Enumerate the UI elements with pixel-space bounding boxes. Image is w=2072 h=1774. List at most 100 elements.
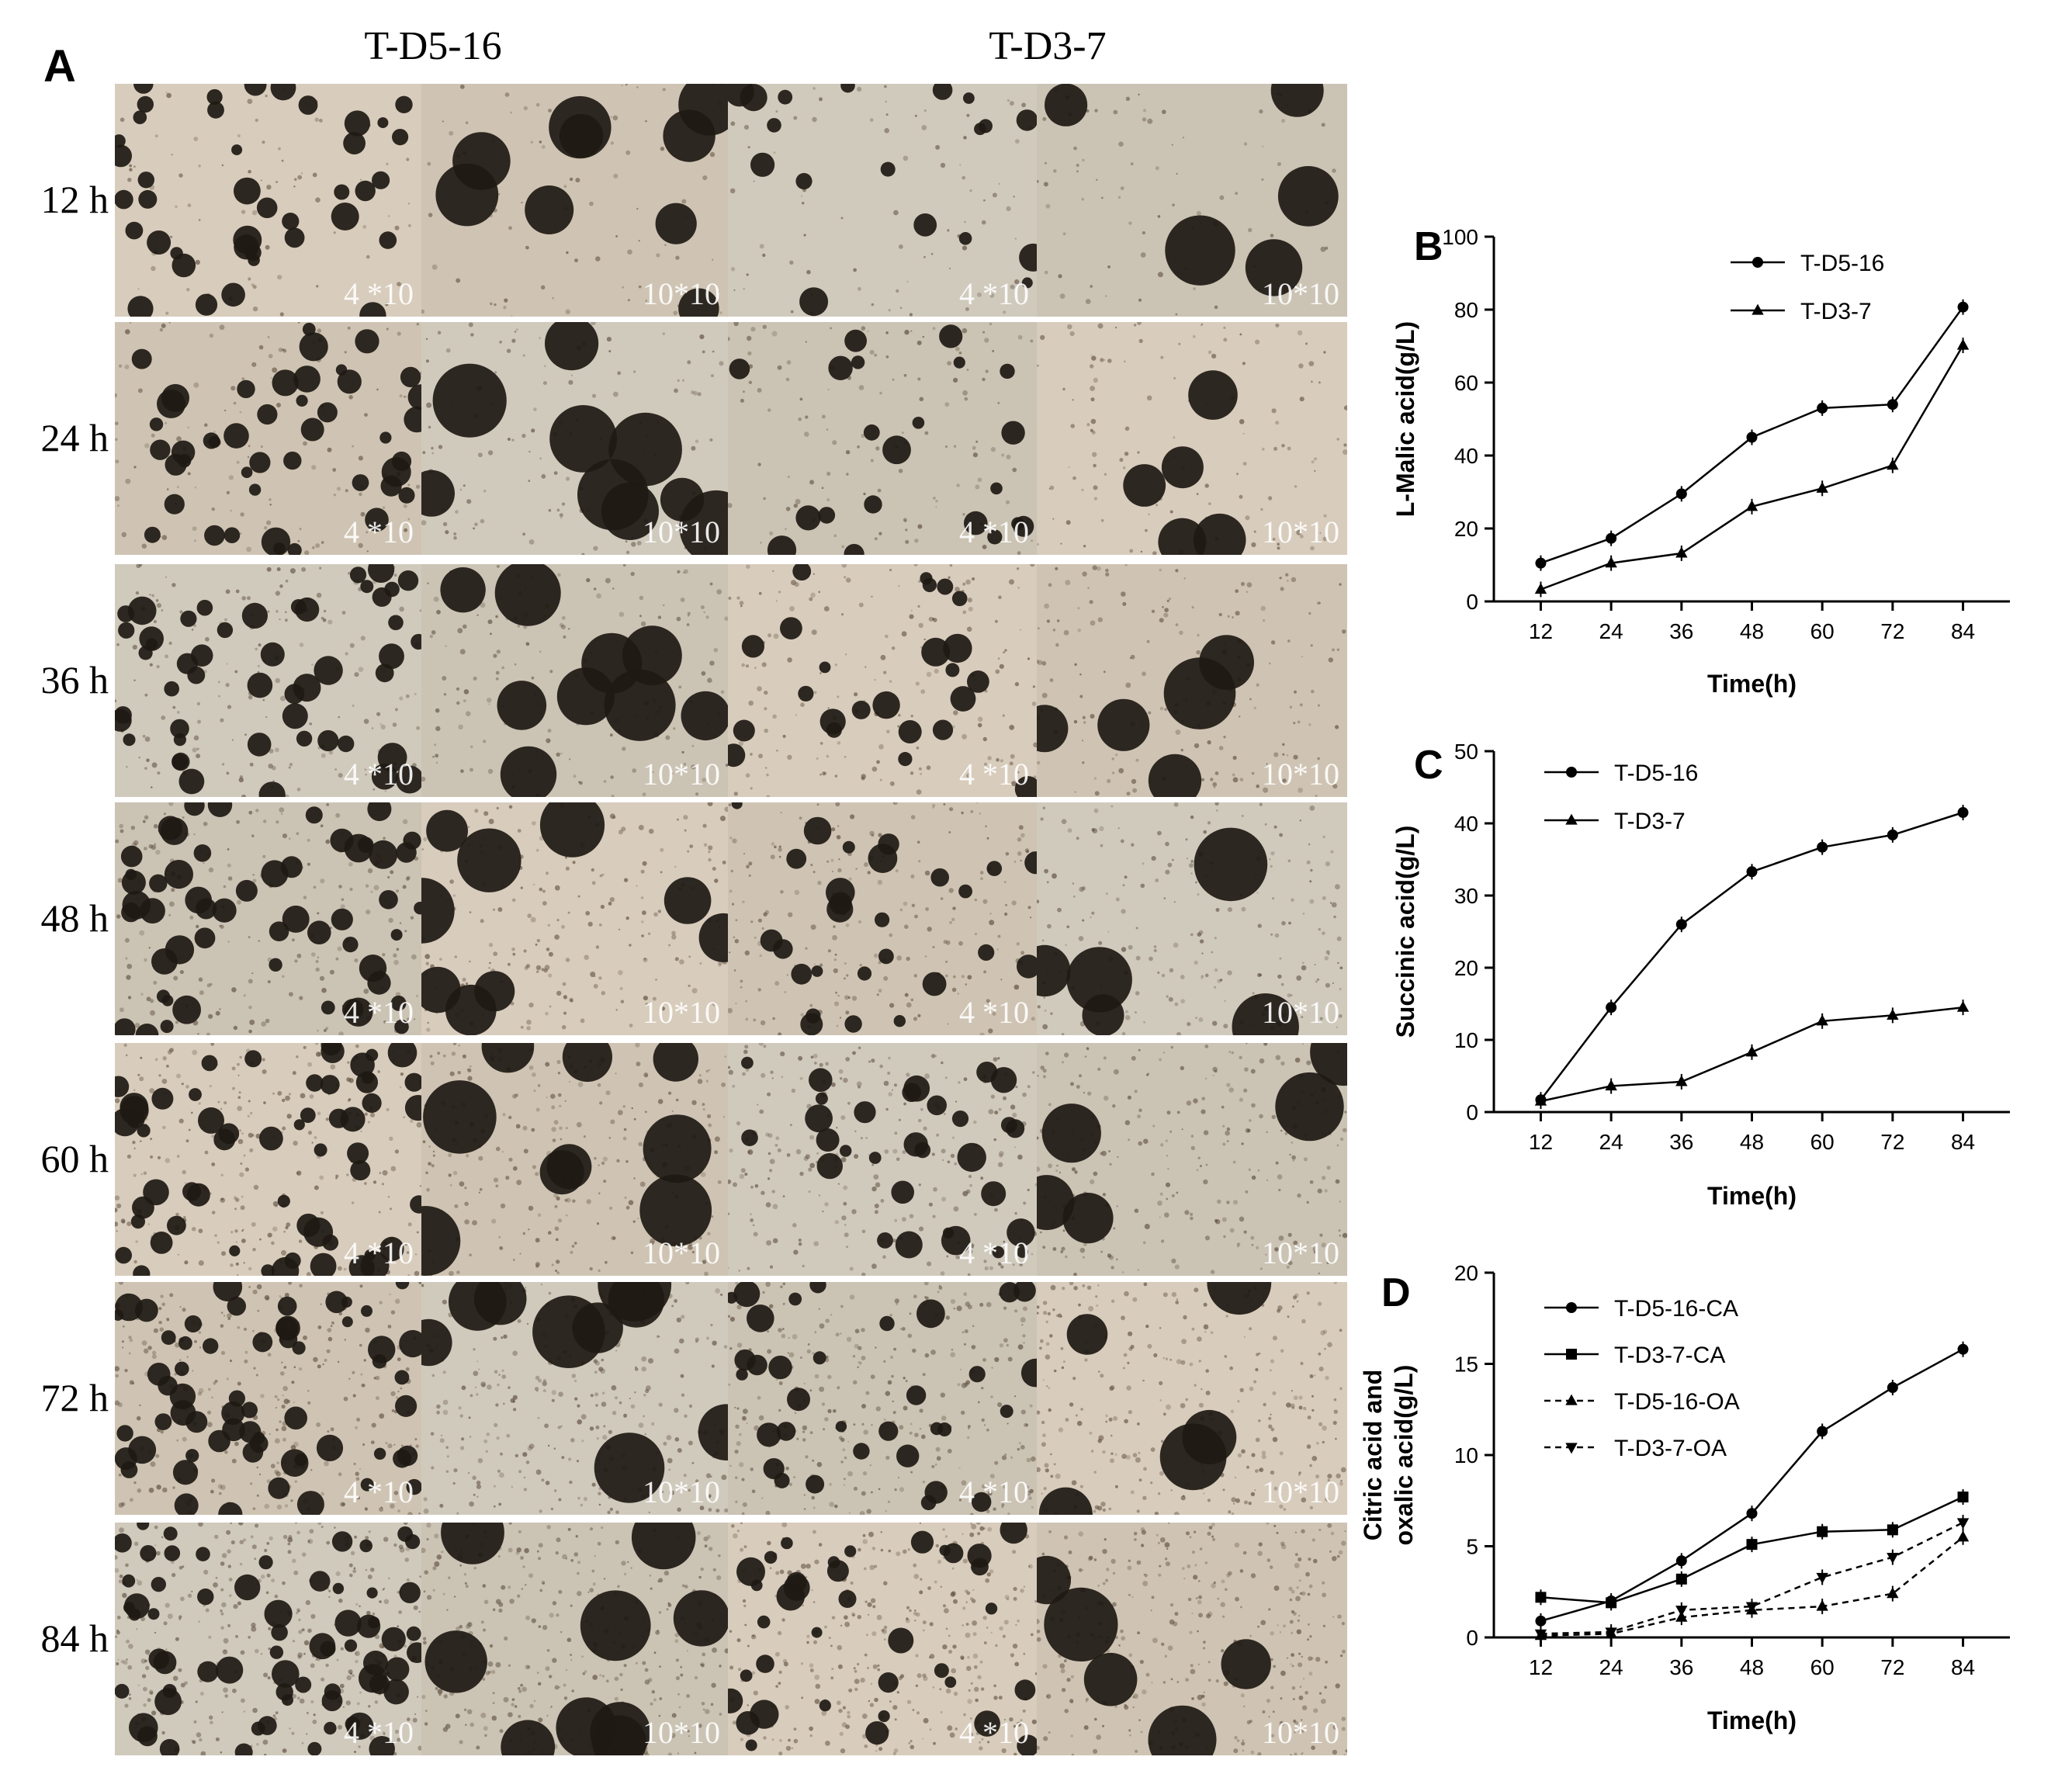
legend-entry: T-D3-7-CA (1544, 1343, 1725, 1368)
data-point (1745, 1045, 1758, 1057)
x-tick-label: 84 (1951, 619, 1975, 643)
data-point (1746, 1508, 1758, 1519)
magnification-label: 4 *10 (959, 1235, 1029, 1270)
y-tick-label: 80 (1454, 298, 1478, 322)
magnification-label: 10*10 (1262, 1715, 1339, 1750)
y-tick-label: 15 (1454, 1353, 1478, 1377)
x-tick-label: 36 (1669, 1130, 1693, 1154)
legend-entry: T-D3-7 (1731, 299, 1872, 324)
data-point (1957, 301, 1969, 313)
micrograph-texture (115, 564, 421, 797)
data-point (1675, 546, 1688, 558)
magnification-label: 4 *10 (344, 515, 414, 549)
micrograph-tile: 4 *10 (115, 322, 421, 555)
micrograph-texture (728, 84, 1037, 317)
legend-label: T-D3-7-OA (1614, 1436, 1727, 1461)
x-tick-label: 12 (1529, 1130, 1553, 1154)
x-axis-title: Time(h) (1707, 1182, 1797, 1210)
time-label: 12 h (40, 178, 109, 221)
data-point (1887, 459, 1899, 470)
legend-label: T-D5-16-OA (1614, 1389, 1740, 1415)
micrograph-texture (728, 802, 1037, 1035)
micrograph-tile: 10*10 (1037, 1523, 1347, 1755)
micrograph-tile: 10*10 (1037, 322, 1347, 555)
x-axis-title: Time(h) (1707, 670, 1797, 698)
data-point (1535, 1592, 1547, 1603)
micrograph-texture (728, 1043, 1037, 1276)
chart-panel-b: B 0 20 40 60 80 100 12 24 36 48 60 72 84 Time(h) L-Mali… (1391, 224, 2010, 698)
series-t-d3-7 (1534, 338, 1970, 598)
series-line (1540, 1348, 1964, 1623)
magnification-label: 10*10 (643, 995, 720, 1030)
data-point (1957, 1343, 1969, 1355)
magnification-label: 10*10 (1262, 276, 1339, 311)
y-tick-label: 20 (1454, 1261, 1478, 1285)
magnification-label: 4 *10 (959, 1474, 1029, 1509)
time-label: 48 h (40, 896, 109, 940)
y-tick-label: 50 (1454, 740, 1478, 764)
data-point (1746, 1539, 1758, 1551)
data-point (1605, 1079, 1617, 1091)
time-label: 60 h (40, 1137, 109, 1180)
x-tick-label: 36 (1669, 1655, 1693, 1679)
data-point (1675, 1075, 1688, 1086)
magnification-label: 10*10 (643, 515, 720, 549)
data-point (1887, 829, 1898, 840)
data-point (1817, 1426, 1828, 1437)
magnification-label: 10*10 (643, 1235, 720, 1270)
micrograph-tile: 4 *10 (115, 564, 421, 797)
x-tick-label: 72 (1880, 619, 1904, 643)
data-point (1956, 338, 1970, 350)
magnification-label: 4 *10 (959, 995, 1029, 1030)
legend-entry: T-D3-7 (1544, 809, 1686, 834)
y-tick-label: 10 (1454, 1443, 1478, 1467)
micrograph-texture (1037, 1523, 1347, 1755)
data-point (1817, 841, 1828, 853)
legend-label: T-D3-7 (1614, 809, 1686, 834)
y-axis-title: Citric acid and (1359, 1370, 1387, 1541)
micrograph-texture (421, 802, 728, 1035)
legend-label: T-D5-16 (1800, 251, 1884, 276)
y-tick-label: 40 (1454, 444, 1478, 468)
micrograph-tile: 4 *10 (115, 802, 421, 1035)
x-tick-label: 24 (1599, 1655, 1623, 1679)
magnification-label: 10*10 (643, 1474, 720, 1509)
data-point (1606, 1597, 1617, 1609)
series-t-d3-7-ca (1535, 1489, 1969, 1611)
panel-letter: B (1414, 224, 1443, 269)
micrograph-tile: 4 *10 (728, 802, 1037, 1035)
legend-entry: T-D5-16-CA (1544, 1296, 1738, 1322)
magnification-label: 10*10 (1262, 757, 1339, 792)
magnification-label: 4 *10 (959, 757, 1029, 792)
data-point (1816, 1014, 1828, 1026)
micrograph-texture (1037, 1043, 1347, 1276)
micrograph-texture (1037, 322, 1347, 555)
time-label: 36 h (40, 658, 109, 702)
data-point (1606, 1002, 1617, 1013)
legend-entry: T-D5-16 (1731, 251, 1884, 276)
micrograph-tile: 4 *10 (115, 1523, 421, 1755)
data-point (1746, 431, 1758, 443)
micrograph-texture (421, 564, 728, 797)
micrograph-tile: 10*10 (421, 564, 728, 797)
x-tick-label: 12 (1529, 1655, 1553, 1679)
data-point (1887, 1587, 1899, 1599)
micrograph-texture (115, 802, 421, 1035)
time-label: 24 h (40, 416, 109, 459)
data-point (1887, 399, 1898, 411)
data-point (1675, 919, 1687, 930)
micrograph-texture (115, 1043, 421, 1276)
data-point (1816, 1599, 1828, 1611)
data-point (1956, 1518, 1970, 1530)
y-tick-label: 30 (1454, 884, 1478, 908)
legend-label: T-D3-7 (1800, 299, 1872, 324)
y-tick-label: 10 (1454, 1028, 1478, 1052)
x-tick-label: 84 (1951, 1655, 1975, 1679)
micrograph-tile: 10*10 (421, 1043, 728, 1276)
data-point (1534, 1629, 1547, 1641)
x-tick-label: 48 (1740, 1130, 1764, 1154)
series-t-d5-16-ca (1535, 1341, 1969, 1629)
y-tick-label: 5 (1466, 1535, 1478, 1559)
micrograph-texture (115, 1523, 421, 1755)
